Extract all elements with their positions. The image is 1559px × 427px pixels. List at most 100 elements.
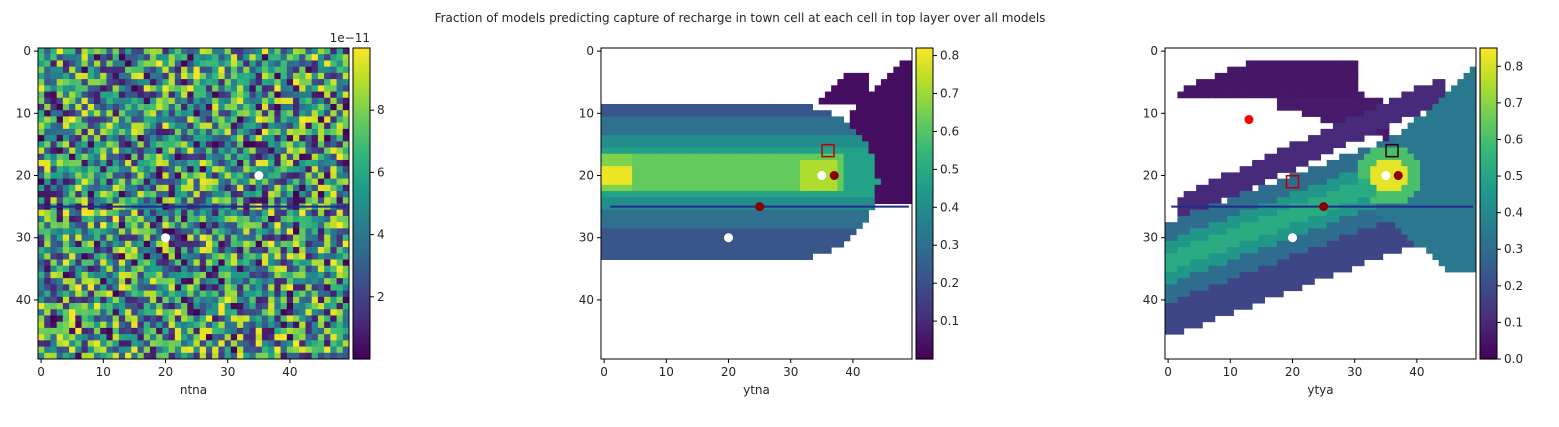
heatmap-cell xyxy=(174,309,182,316)
heatmap-cell xyxy=(1252,228,1259,236)
heatmap-cell xyxy=(255,209,263,217)
heatmap-cell xyxy=(38,321,45,329)
heatmap-cell xyxy=(880,122,888,130)
colorbar-step xyxy=(353,162,370,166)
heatmap-cell xyxy=(268,259,275,267)
heatmap-cell xyxy=(899,166,907,173)
heatmap-cell xyxy=(750,215,757,223)
heatmap-cell xyxy=(899,135,907,142)
heatmap-cell xyxy=(625,116,633,124)
heatmap-cell xyxy=(1308,91,1315,99)
heatmap-cell xyxy=(93,172,101,180)
heatmap-cell xyxy=(1339,184,1346,192)
heatmap-cell xyxy=(311,284,319,292)
heatmap-cell xyxy=(93,228,101,236)
heatmap-cell xyxy=(317,60,325,68)
heatmap-cell xyxy=(837,147,845,155)
heatmap-cell xyxy=(44,166,51,173)
heatmap-cell xyxy=(317,315,325,323)
heatmap-cell xyxy=(280,228,288,236)
heatmap-cell xyxy=(762,228,770,236)
heatmap-cell xyxy=(143,327,151,335)
colorbar-step xyxy=(353,226,370,231)
heatmap-cell xyxy=(893,147,901,155)
heatmap-cell xyxy=(893,66,901,74)
heatmap-cell xyxy=(1463,122,1471,130)
heatmap-cell xyxy=(675,191,683,198)
heatmap-cell xyxy=(1276,85,1284,93)
heatmap-cell xyxy=(787,178,795,186)
heatmap-cell xyxy=(1295,66,1303,74)
heatmap-cell xyxy=(1227,91,1234,99)
heatmap-cell xyxy=(731,178,739,186)
heatmap-cell xyxy=(156,284,163,292)
heatmap-cell xyxy=(899,103,907,111)
heatmap-cell xyxy=(613,122,621,130)
heatmap-cell xyxy=(812,122,820,130)
heatmap-cell xyxy=(1283,66,1290,74)
heatmap-cell xyxy=(261,222,269,229)
heatmap-cell xyxy=(1388,97,1396,105)
heatmap-cell xyxy=(712,103,720,111)
colorbar-step xyxy=(916,164,933,168)
heatmap-cell xyxy=(299,166,306,173)
heatmap-cell xyxy=(75,197,83,204)
heatmap-cell xyxy=(750,103,757,111)
heatmap-cell xyxy=(100,122,107,130)
heatmap-cell xyxy=(280,309,288,316)
heatmap-cell xyxy=(187,259,194,267)
heatmap-cell xyxy=(81,346,89,354)
heatmap-cell xyxy=(38,278,45,285)
heatmap-cell xyxy=(619,222,627,229)
marker-point xyxy=(161,233,171,243)
heatmap-cell xyxy=(650,166,658,173)
heatmap-cell xyxy=(230,247,238,254)
colorbar-step xyxy=(916,86,933,91)
heatmap-cell xyxy=(93,54,101,61)
heatmap-cell xyxy=(205,284,213,292)
heatmap-cell xyxy=(230,147,238,155)
heatmap-cell xyxy=(336,60,344,68)
heatmap-cell xyxy=(174,209,182,217)
heatmap-cell xyxy=(87,141,95,149)
heatmap-cell xyxy=(768,147,776,155)
heatmap-cell xyxy=(62,72,70,80)
heatmap-cell xyxy=(131,85,139,93)
heatmap-cell xyxy=(1239,72,1247,80)
heatmap-cell xyxy=(87,253,95,260)
heatmap-cell xyxy=(75,110,83,117)
x-tick-label: 40 xyxy=(282,365,297,379)
heatmap-cell xyxy=(688,234,695,242)
heatmap-cell xyxy=(681,128,689,136)
heatmap-cell xyxy=(230,296,238,304)
heatmap-cell xyxy=(218,66,226,74)
heatmap-cell xyxy=(87,110,95,117)
heatmap-cell xyxy=(218,315,226,323)
heatmap-cell xyxy=(299,197,306,204)
heatmap-cell xyxy=(719,110,726,117)
heatmap-cell xyxy=(1388,215,1396,223)
heatmap-cell xyxy=(274,290,282,298)
heatmap-cell xyxy=(305,253,313,260)
heatmap-cell xyxy=(199,66,207,74)
heatmap-cell xyxy=(274,79,282,86)
heatmap-cell xyxy=(69,234,76,242)
heatmap-cell xyxy=(694,147,702,155)
heatmap-cell xyxy=(118,209,126,217)
heatmap-cell xyxy=(712,116,720,124)
heatmap-cell xyxy=(1301,60,1309,68)
heatmap-cell xyxy=(69,278,76,285)
heatmap-cell xyxy=(342,203,350,211)
heatmap-cell xyxy=(1289,79,1297,86)
colorbar-step xyxy=(353,190,370,194)
heatmap-cell xyxy=(125,253,132,260)
heatmap-cell xyxy=(149,346,157,354)
heatmap-cell xyxy=(625,135,633,142)
heatmap-cell xyxy=(81,147,89,155)
heatmap-cell xyxy=(324,135,331,142)
heatmap-cell xyxy=(162,178,170,186)
heatmap-cell xyxy=(106,54,114,61)
heatmap-cell xyxy=(187,122,194,130)
heatmap-cell xyxy=(330,191,338,198)
heatmap-cell xyxy=(75,122,83,130)
